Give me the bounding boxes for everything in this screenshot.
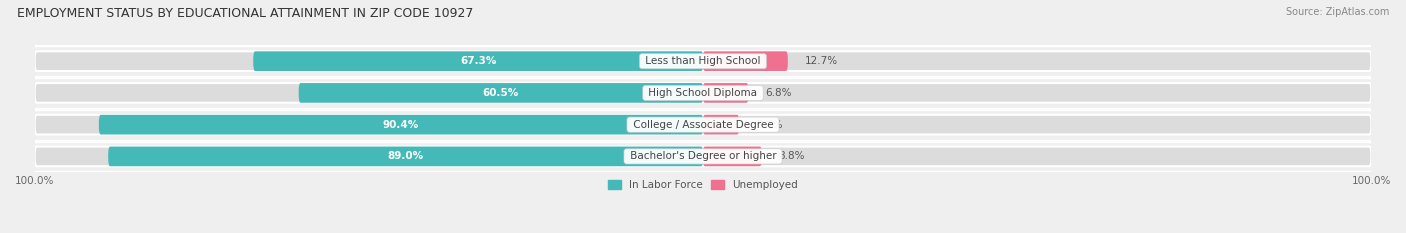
Text: 6.8%: 6.8%	[765, 88, 792, 98]
Text: 67.3%: 67.3%	[460, 56, 496, 66]
Text: 60.5%: 60.5%	[482, 88, 519, 98]
Text: College / Associate Degree: College / Associate Degree	[630, 120, 776, 130]
FancyBboxPatch shape	[298, 83, 703, 103]
FancyBboxPatch shape	[35, 51, 1371, 71]
FancyBboxPatch shape	[703, 115, 740, 134]
Text: EMPLOYMENT STATUS BY EDUCATIONAL ATTAINMENT IN ZIP CODE 10927: EMPLOYMENT STATUS BY EDUCATIONAL ATTAINM…	[17, 7, 474, 20]
FancyBboxPatch shape	[703, 147, 762, 166]
Text: 90.4%: 90.4%	[382, 120, 419, 130]
Text: Source: ZipAtlas.com: Source: ZipAtlas.com	[1285, 7, 1389, 17]
Text: High School Diploma: High School Diploma	[645, 88, 761, 98]
FancyBboxPatch shape	[35, 115, 1371, 134]
FancyBboxPatch shape	[253, 51, 703, 71]
FancyBboxPatch shape	[98, 115, 703, 134]
Text: 12.7%: 12.7%	[804, 56, 838, 66]
Text: Less than High School: Less than High School	[643, 56, 763, 66]
Legend: In Labor Force, Unemployed: In Labor Force, Unemployed	[609, 180, 797, 190]
FancyBboxPatch shape	[35, 83, 1371, 103]
FancyBboxPatch shape	[35, 147, 1371, 166]
Text: 89.0%: 89.0%	[388, 151, 423, 161]
Text: Bachelor's Degree or higher: Bachelor's Degree or higher	[627, 151, 779, 161]
FancyBboxPatch shape	[703, 83, 748, 103]
FancyBboxPatch shape	[703, 51, 787, 71]
FancyBboxPatch shape	[108, 147, 703, 166]
Text: 8.8%: 8.8%	[779, 151, 806, 161]
Text: 5.4%: 5.4%	[756, 120, 782, 130]
